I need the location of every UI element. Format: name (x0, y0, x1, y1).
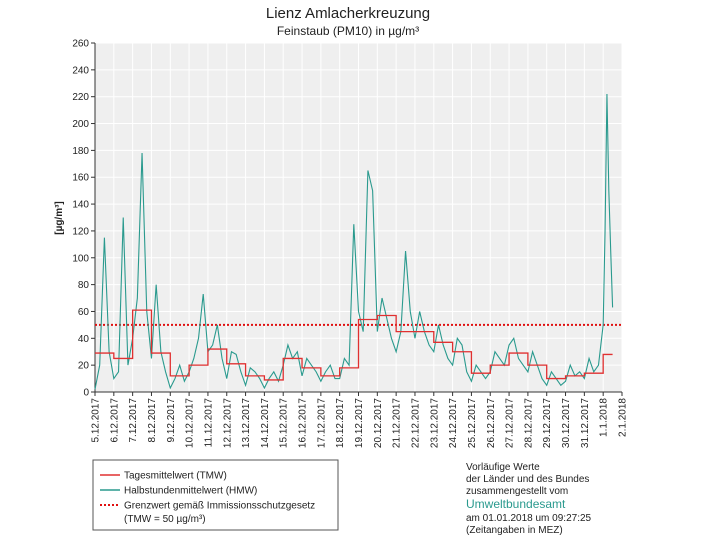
y-tick-label: 80 (78, 280, 90, 291)
x-tick-label: 23.12.2017 (429, 398, 440, 448)
footnote-line: (Zeitangaben in MEZ) (466, 525, 563, 536)
legend-box (92, 459, 339, 531)
x-tick-label: 20.12.2017 (373, 398, 384, 448)
x-tick-label: 31.12.2017 (580, 398, 591, 448)
x-tick-label: 26.12.2017 (486, 398, 497, 448)
x-tick-label: 10.12.2017 (185, 398, 196, 448)
series-line (94, 93, 614, 390)
chart-subtitle: Feinstaub (PM10) in µg/m³ (277, 24, 419, 38)
x-tick-label: 12.12.2017 (222, 398, 233, 448)
legend-note: (TMW = 50 µg/m³) (124, 514, 206, 525)
x-tick-label: 15.12.2017 (279, 398, 290, 448)
y-tick-label: 100 (72, 253, 89, 264)
chart-title: Lienz Amlacherkreuzung (266, 5, 430, 22)
y-axis-label: [µg/m³] (54, 201, 65, 235)
footnote-line: am 01.01.2018 um 09:27:25 (466, 513, 592, 524)
x-tick-label: 25.12.2017 (467, 398, 478, 448)
legend-label: Grenzwert gemäß Immissionsschutzgesetz (124, 501, 315, 512)
footnote-line: Umweltbundesamt (466, 497, 566, 511)
footnote-line: der Länder und des Bundes (466, 474, 589, 485)
x-tick-label: 7.12.2017 (128, 398, 139, 443)
x-tick-label: 19.12.2017 (354, 398, 365, 448)
x-tick-label: 14.12.2017 (260, 398, 271, 448)
x-tick-label: 30.12.2017 (561, 398, 572, 448)
x-tick-label: 9.12.2017 (166, 398, 177, 443)
x-tick-label: 1.1.2018 (599, 398, 610, 437)
x-tick-label: 21.12.2017 (392, 398, 403, 448)
y-tick-label: 120 (72, 226, 89, 237)
x-tick-label: 8.12.2017 (147, 398, 158, 443)
x-tick-label: 22.12.2017 (410, 398, 421, 448)
footnote-line: zusammengestellt vom (466, 486, 568, 497)
legend-label: Halbstundenmittelwert (HMW) (124, 486, 257, 497)
footnote-line: Vorläufige Werte (466, 462, 540, 473)
y-tick-label: 220 (72, 92, 89, 103)
y-tick-label: 40 (78, 334, 90, 345)
x-tick-label: 2.1.2018 (618, 398, 629, 437)
y-tick-label: 60 (78, 307, 90, 318)
x-tick-label: 28.12.2017 (523, 398, 534, 448)
x-tick-label: 18.12.2017 (335, 398, 346, 448)
legend-label: Tagesmittelwert (TMW) (124, 471, 227, 482)
x-tick-label: 24.12.2017 (448, 398, 459, 448)
x-tick-label: 17.12.2017 (316, 398, 327, 448)
y-tick-label: 180 (72, 146, 89, 157)
x-tick-label: 27.12.2017 (505, 398, 516, 448)
x-tick-label: 5.12.2017 (91, 398, 102, 443)
y-tick-label: 240 (72, 65, 89, 76)
x-tick-label: 11.12.2017 (203, 398, 214, 448)
y-tick-label: 200 (72, 119, 89, 130)
y-tick-label: 260 (72, 39, 89, 50)
x-tick-label: 16.12.2017 (298, 398, 309, 448)
series-line (95, 309, 613, 381)
x-tick-label: 6.12.2017 (109, 398, 120, 443)
x-tick-label: 13.12.2017 (241, 398, 252, 448)
y-tick-label: 140 (72, 200, 89, 211)
y-tick-label: 0 (83, 388, 89, 399)
y-tick-label: 20 (78, 361, 90, 372)
x-tick-label: 29.12.2017 (542, 398, 553, 448)
y-tick-label: 160 (72, 173, 89, 184)
